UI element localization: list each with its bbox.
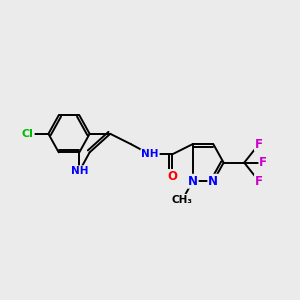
Text: NH: NH <box>141 149 159 159</box>
Text: F: F <box>255 175 263 188</box>
Text: O: O <box>167 170 177 183</box>
Text: F: F <box>260 156 267 169</box>
Text: F: F <box>255 138 263 151</box>
Text: N: N <box>188 175 198 188</box>
Text: CH₃: CH₃ <box>172 195 193 205</box>
Text: N: N <box>208 175 218 188</box>
Text: NH: NH <box>70 166 88 176</box>
Text: Cl: Cl <box>22 129 34 139</box>
